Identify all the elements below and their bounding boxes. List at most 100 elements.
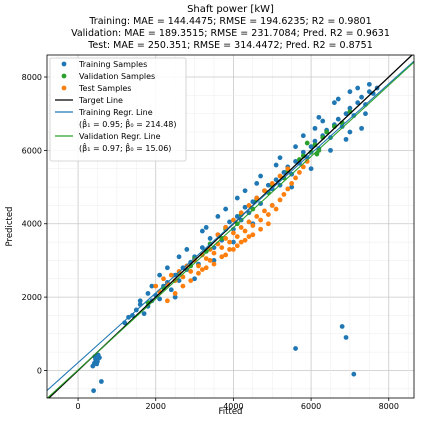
- legend-sublabel: (β̂₁ = 0.97; β̂₀ = 15.06): [79, 142, 171, 153]
- data-point: [304, 158, 310, 164]
- data-point: [203, 265, 209, 271]
- data-point: [227, 247, 232, 252]
- data-point: [300, 133, 306, 139]
- data-point: [347, 89, 353, 95]
- legend-label: Training Samples: [78, 60, 147, 69]
- data-point: [188, 278, 194, 284]
- data-point: [141, 311, 147, 317]
- legend-label: Validation Samples: [79, 72, 155, 81]
- data-point: [281, 169, 287, 175]
- legend-label: Test Samples: [78, 84, 131, 93]
- legend-sublabel: (β̂₁ = 0.95; β̂₀ = 214.48): [79, 118, 177, 129]
- data-point: [168, 272, 174, 278]
- data-point: [343, 335, 349, 340]
- data-point: [316, 147, 322, 153]
- data-point: [242, 228, 248, 234]
- data-point: [254, 180, 260, 186]
- legend-item: Validation Samples: [61, 72, 155, 81]
- data-point: [223, 252, 229, 258]
- data-point: [234, 214, 240, 219]
- data-point: [242, 237, 248, 243]
- y-axis-label: Predicted: [5, 207, 15, 247]
- data-point: [312, 138, 318, 144]
- data-point: [192, 276, 197, 282]
- data-point: [246, 219, 252, 225]
- legend-item: Training Regr. Line(β̂₁ = 0.95; β̂₀ = 21…: [55, 108, 177, 129]
- data-point: [347, 105, 353, 111]
- data-point: [351, 371, 357, 377]
- x-tick-label: 4000: [223, 402, 243, 411]
- legend-item: Target Line: [55, 96, 123, 105]
- legend-item: Training Samples: [61, 60, 147, 69]
- data-point: [137, 298, 143, 304]
- chart-title-metrics: Validation: MAE = 189.3515; RMSE = 231.7…: [71, 28, 390, 39]
- data-point: [90, 363, 96, 369]
- data-point: [164, 265, 170, 271]
- data-point: [250, 199, 256, 205]
- data-point: [157, 272, 163, 278]
- data-point: [242, 188, 248, 194]
- x-tick-label: 0: [76, 402, 81, 411]
- data-point: [324, 129, 330, 135]
- data-point: [265, 212, 271, 217]
- data-point: [91, 388, 97, 394]
- legend-label: Target Line: [78, 96, 123, 105]
- data-point: [196, 263, 201, 269]
- data-point: [285, 186, 291, 192]
- data-point: [215, 214, 221, 219]
- data-point: [153, 283, 159, 289]
- data-point: [343, 111, 349, 117]
- data-point: [269, 203, 275, 208]
- data-point: [203, 256, 209, 261]
- legend-marker: [61, 73, 67, 79]
- data-point: [94, 361, 100, 367]
- y-tick-label: 0: [37, 366, 42, 375]
- data-point: [355, 85, 361, 91]
- data-point: [223, 236, 229, 241]
- plot-frame: [46, 54, 415, 399]
- x-tick-label: 8000: [379, 402, 399, 411]
- data-point: [289, 184, 295, 190]
- y-tick-label: 2000: [22, 293, 42, 302]
- data-point: [347, 129, 353, 135]
- data-point: [316, 114, 322, 120]
- data-point: [199, 245, 205, 250]
- data-point: [277, 173, 283, 179]
- data-point: [335, 96, 341, 102]
- data-point: [211, 261, 217, 267]
- data-point: [168, 287, 174, 293]
- data-point: [254, 214, 260, 219]
- data-point: [339, 324, 345, 329]
- x-tick-label: 2000: [146, 402, 166, 411]
- data-point: [328, 135, 333, 140]
- data-point: [308, 144, 314, 150]
- legend-label: Training Regr. Line: [78, 108, 153, 117]
- data-point: [366, 89, 372, 95]
- data-point: [157, 296, 163, 302]
- data-point: [297, 169, 302, 175]
- data-point: [328, 147, 333, 153]
- data-point: [234, 234, 240, 239]
- data-point: [188, 269, 194, 274]
- data-point: [231, 230, 236, 236]
- x-tick-label: 6000: [301, 402, 321, 411]
- data-point: [308, 166, 314, 172]
- data-point: [149, 283, 155, 289]
- data-point: [238, 225, 244, 230]
- legend-box: [49, 57, 187, 162]
- data-point: [176, 278, 182, 284]
- data-point: [300, 149, 306, 155]
- data-point: [335, 116, 341, 122]
- y-tick-label: 8000: [22, 73, 42, 82]
- legend-marker: [61, 61, 67, 67]
- y-tick-label: 4000: [22, 220, 42, 229]
- data-point: [234, 195, 240, 201]
- data-point: [161, 276, 166, 282]
- data-point: [180, 283, 186, 289]
- data-point: [231, 247, 236, 252]
- data-point: [343, 136, 349, 142]
- data-point: [355, 100, 361, 106]
- data-point: [273, 206, 279, 212]
- data-point: [273, 162, 279, 168]
